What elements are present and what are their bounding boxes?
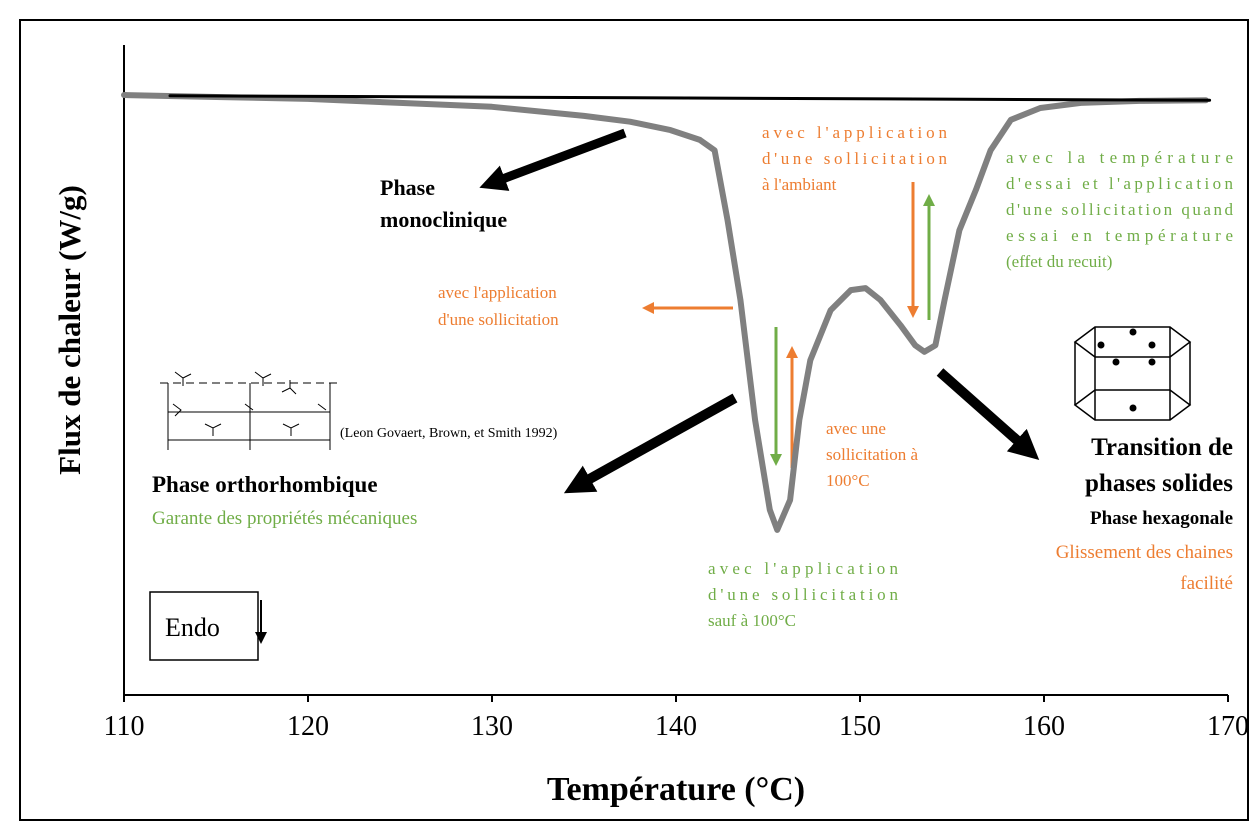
arrow — [563, 393, 738, 494]
annotation: d'une sollicitation — [762, 149, 948, 168]
annotation: d'essai et l'application — [1006, 174, 1234, 193]
x-tick-label: 130 — [471, 711, 513, 742]
x-tick-label: 140 — [655, 711, 697, 742]
annotation: Glissement des chaines — [1056, 542, 1233, 563]
hexagonal-sketch — [1073, 326, 1192, 421]
x-tick-label: 150 — [839, 711, 881, 742]
annotation: Phase — [380, 175, 435, 200]
annotation: d'une sollicitation — [438, 310, 559, 329]
annotation: Endo — [165, 613, 220, 642]
annotation: phases solides — [1085, 470, 1233, 497]
annotation: Phase hexagonale — [1090, 508, 1233, 529]
annotation: facilité — [1180, 573, 1233, 594]
annotation: Garante des propriétés mécaniques — [152, 508, 417, 529]
annotation: sauf à 100°C — [708, 611, 796, 630]
annotation: (effet du recuit) — [1006, 252, 1112, 271]
annotation: avec une — [826, 419, 886, 438]
y-axis-label: Flux de chaleur (W/g) — [52, 185, 87, 475]
annotation: essai en température — [1006, 226, 1233, 245]
arrow — [479, 128, 627, 191]
x-tick-label: 110 — [104, 711, 145, 742]
annotation: (Leon Govaert, Brown, et Smith 1992) — [340, 426, 558, 441]
annotation: d'une sollicitation quand — [1006, 200, 1234, 219]
line-series — [121, 92, 1209, 533]
arrows — [479, 128, 1040, 494]
arrow — [936, 368, 1040, 460]
annotation: à l'ambiant — [762, 175, 837, 194]
endo-box — [149, 591, 259, 661]
annotation: Phase orthorhombique — [152, 472, 378, 497]
x-axis-label: Température (°C) — [547, 771, 805, 808]
frame — [19, 19, 1249, 821]
line-series — [168, 94, 1212, 102]
annotation: avec l'application — [708, 559, 899, 578]
annotation: avec la température — [1006, 148, 1233, 167]
x-tick-label: 160 — [1023, 711, 1065, 742]
annotation: monoclinique — [380, 207, 507, 232]
annotation: d'une sollicitation — [708, 585, 899, 604]
orthorhombic-sketch — [160, 371, 340, 450]
annotation: 100°C — [826, 471, 870, 490]
annotation: Transition de — [1091, 434, 1233, 461]
annotation: avec l'application — [762, 123, 948, 142]
annotation: sollicitation à — [826, 445, 919, 464]
x-tick-label: 170 — [1207, 711, 1249, 742]
x-tick-label: 120 — [287, 711, 329, 742]
annotation: avec l'application — [438, 283, 557, 302]
